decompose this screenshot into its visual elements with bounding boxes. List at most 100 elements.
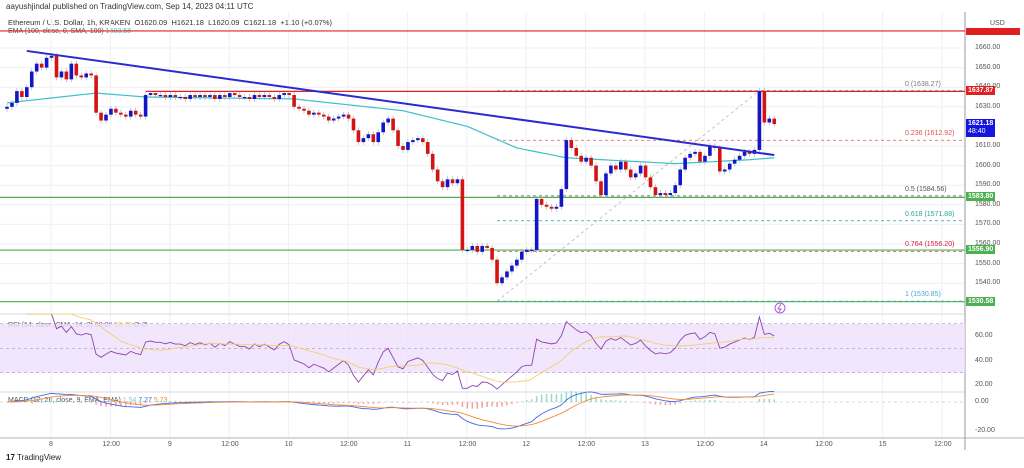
macd-label: MACD (12, 26, close, 9, EMA, EMA) bbox=[8, 397, 121, 404]
candle-down bbox=[119, 112, 123, 115]
candle-down bbox=[39, 63, 44, 68]
candle-up bbox=[158, 95, 163, 97]
candle-up bbox=[445, 179, 450, 188]
fib-trend-line bbox=[496, 90, 760, 302]
resistance-top-price-label bbox=[966, 27, 1020, 35]
candle-up bbox=[109, 108, 113, 115]
candle-up bbox=[366, 134, 371, 139]
time-tick-label: 15 bbox=[878, 441, 887, 448]
candle-up bbox=[282, 93, 286, 96]
candle-up bbox=[411, 140, 415, 143]
ohlc-high: H1621.18 bbox=[171, 18, 204, 27]
candle-down bbox=[460, 179, 465, 250]
candle-up bbox=[638, 165, 643, 174]
candle-down bbox=[747, 151, 752, 154]
candle-up bbox=[683, 157, 687, 170]
candle-up bbox=[559, 189, 564, 207]
candle-down bbox=[272, 97, 277, 99]
candle-countdown: 48:40 bbox=[968, 128, 986, 136]
time-tick-label: 10 bbox=[284, 441, 293, 448]
candle-down bbox=[396, 130, 400, 146]
candle-up bbox=[10, 102, 14, 107]
candle-up bbox=[524, 249, 529, 252]
candle-up bbox=[678, 169, 682, 186]
price-tick-label: 1650.00 bbox=[975, 63, 1001, 71]
symbol-name[interactable]: Ethereum / U.S. Dollar, 1h, KRAKEN bbox=[8, 18, 131, 27]
candle-down bbox=[450, 179, 455, 184]
time-tick-label: 12:00 bbox=[696, 441, 714, 448]
candle-up bbox=[277, 95, 282, 99]
candle-down bbox=[475, 245, 480, 252]
candle-up bbox=[737, 155, 742, 160]
candle-up bbox=[168, 95, 173, 97]
ohlc-close: C1621.18 bbox=[243, 18, 277, 27]
candle-down bbox=[322, 114, 326, 117]
candle-up bbox=[49, 55, 54, 58]
candle-up bbox=[381, 122, 385, 133]
candle-up bbox=[673, 185, 678, 194]
candle-down bbox=[495, 259, 499, 284]
candle-up bbox=[534, 198, 539, 250]
lightning-glyph-icon bbox=[777, 303, 782, 313]
candle-up bbox=[708, 146, 712, 156]
price-tick-label: 1590.00 bbox=[975, 181, 1001, 189]
candle-up bbox=[376, 132, 381, 143]
time-tick-label: 9 bbox=[167, 441, 172, 448]
candle-down bbox=[124, 114, 128, 117]
candle-down bbox=[643, 165, 648, 178]
candle-down bbox=[89, 73, 93, 76]
candle-down bbox=[579, 155, 583, 162]
fib-level-label: 0 (1638.27) bbox=[905, 80, 941, 88]
candle-up bbox=[767, 118, 772, 123]
macd-signal-line bbox=[6, 393, 775, 427]
last-price: 1621.18 bbox=[968, 120, 994, 128]
candle-down bbox=[440, 181, 445, 188]
candle-down bbox=[371, 134, 376, 143]
price-tick-label: 1560.00 bbox=[975, 240, 1001, 247]
candle-down bbox=[574, 147, 579, 156]
candle-down bbox=[257, 95, 262, 97]
time-tick-label: 12:00 bbox=[458, 441, 477, 448]
candle-up bbox=[198, 95, 202, 97]
time-tick-label: 8 bbox=[49, 441, 53, 448]
macd-signal-value: 5.73 bbox=[153, 397, 168, 404]
candle-down bbox=[326, 116, 331, 121]
candle-down bbox=[193, 95, 197, 97]
price-tick-label: 1570.00 bbox=[975, 220, 1001, 228]
time-tick-label: 12:00 bbox=[577, 441, 596, 448]
candle-up bbox=[29, 71, 34, 88]
candle-up bbox=[331, 118, 336, 121]
candle-down bbox=[421, 138, 425, 143]
time-tick-label: 12:00 bbox=[221, 441, 239, 448]
publisher-caption: aayushjindal published on TradingView.co… bbox=[6, 2, 254, 11]
candle-up bbox=[104, 114, 108, 121]
candle-down bbox=[653, 187, 658, 195]
candle-up bbox=[757, 91, 762, 150]
candle-up bbox=[693, 151, 697, 154]
symbol-legend: Ethereum / U.S. Dollar, 1h, KRAKEN O1620… bbox=[8, 18, 332, 27]
macd-legend[interactable]: MACD (12, 26, close, 9, EMA, EMA) 1.54 7… bbox=[8, 397, 168, 404]
bearish-trendline bbox=[26, 49, 775, 157]
price-tick-label: 1540.00 bbox=[975, 279, 1001, 287]
tradingview-logo[interactable]: 17 TradingView bbox=[6, 453, 62, 462]
candle-down bbox=[292, 95, 296, 107]
candle-up bbox=[128, 110, 133, 117]
fib-level-label: 0.5 (1584.56) bbox=[905, 185, 947, 193]
candle-down bbox=[64, 71, 69, 80]
currency-label[interactable]: USD bbox=[990, 20, 1005, 27]
candle-up bbox=[722, 169, 727, 172]
candle-up bbox=[34, 63, 39, 72]
candle-down bbox=[307, 110, 311, 115]
candle-up bbox=[529, 249, 534, 252]
candle-down bbox=[762, 91, 767, 123]
candle-down bbox=[223, 95, 227, 97]
candle-up bbox=[25, 87, 29, 97]
fib-level-label: 0.618 (1571.88) bbox=[905, 210, 955, 218]
candle-down bbox=[698, 151, 702, 162]
candle-up bbox=[227, 93, 232, 97]
candle-down bbox=[490, 247, 494, 260]
candle-up bbox=[584, 157, 588, 162]
candle-down bbox=[114, 108, 118, 113]
candle-up bbox=[208, 95, 212, 97]
